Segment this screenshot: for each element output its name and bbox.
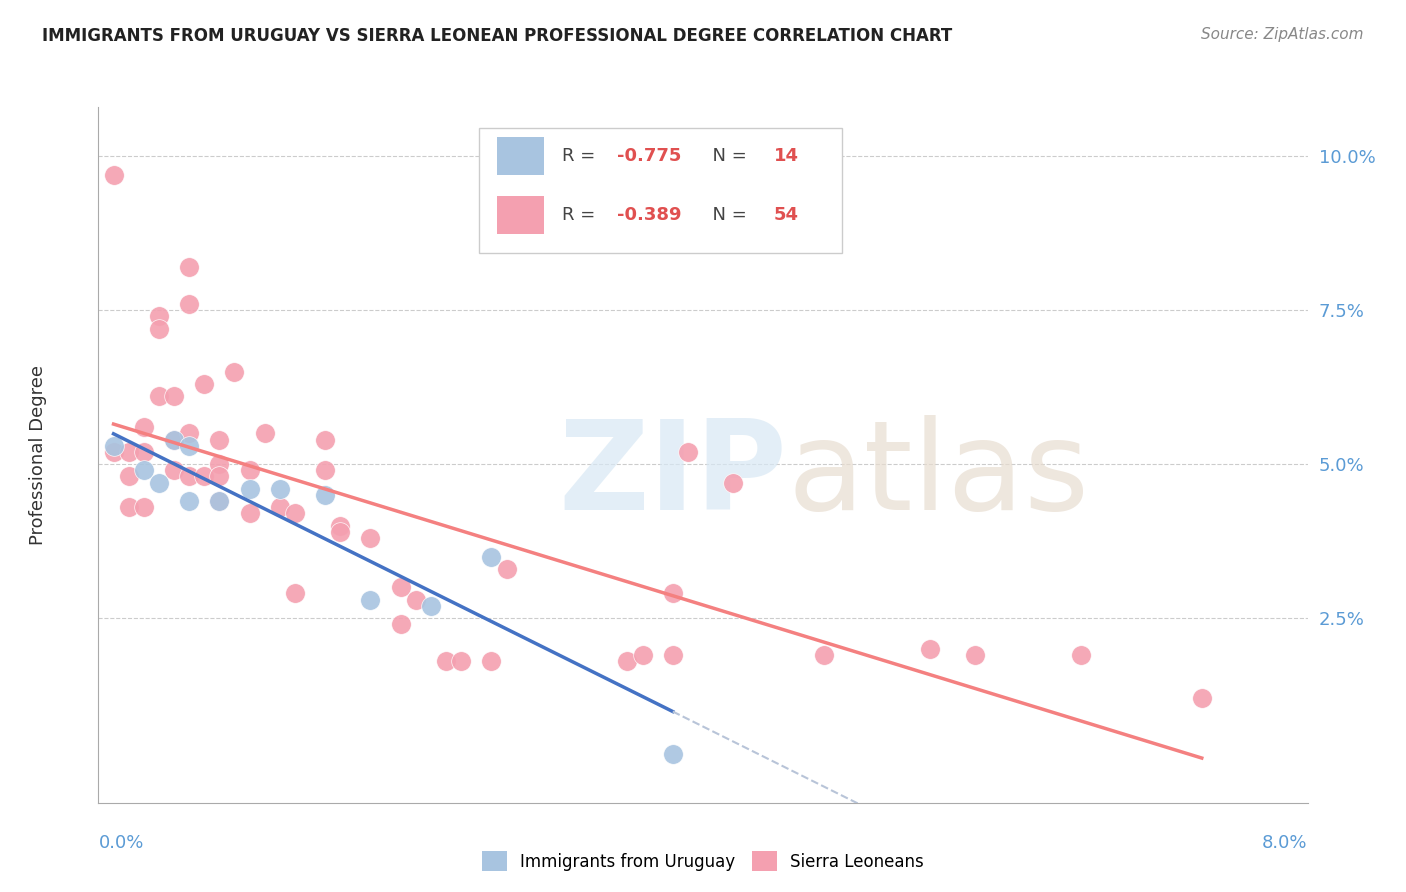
Point <box>1070 648 1092 662</box>
Point <box>148 475 170 490</box>
Point <box>269 482 291 496</box>
Point <box>360 592 382 607</box>
Text: 14: 14 <box>773 147 799 165</box>
Point <box>239 463 262 477</box>
Point <box>118 500 141 515</box>
Point <box>662 586 685 600</box>
Point <box>179 439 201 453</box>
Point <box>163 433 186 447</box>
Point <box>329 518 352 533</box>
Point <box>314 463 336 477</box>
Point <box>148 321 170 335</box>
Text: Source: ZipAtlas.com: Source: ZipAtlas.com <box>1201 27 1364 42</box>
Point <box>662 747 685 761</box>
Text: atlas: atlas <box>787 416 1090 536</box>
Text: -0.389: -0.389 <box>617 206 681 224</box>
Point <box>118 469 141 483</box>
Text: N =: N = <box>702 206 752 224</box>
Point <box>179 426 201 441</box>
Point <box>179 260 201 274</box>
Point <box>314 433 336 447</box>
Text: 8.0%: 8.0% <box>1263 834 1308 852</box>
Point <box>103 445 125 459</box>
Point <box>148 310 170 324</box>
Point <box>481 549 503 564</box>
Text: 54: 54 <box>773 206 799 224</box>
Point <box>179 297 201 311</box>
Point <box>284 507 307 521</box>
Text: Professional Degree: Professional Degree <box>30 365 46 545</box>
Point <box>481 654 503 668</box>
Text: ZIP: ZIP <box>558 416 786 536</box>
Point <box>179 469 201 483</box>
Point <box>224 365 246 379</box>
Point <box>329 524 352 539</box>
Point <box>208 494 231 508</box>
Point <box>616 654 638 668</box>
Point <box>239 507 262 521</box>
Point <box>284 586 307 600</box>
Point <box>208 469 231 483</box>
Text: R =: R = <box>562 206 602 224</box>
Point <box>148 389 170 403</box>
Point <box>813 648 835 662</box>
Point <box>360 531 382 545</box>
Point <box>132 463 155 477</box>
Text: IMMIGRANTS FROM URUGUAY VS SIERRA LEONEAN PROFESSIONAL DEGREE CORRELATION CHART: IMMIGRANTS FROM URUGUAY VS SIERRA LEONEA… <box>42 27 952 45</box>
FancyBboxPatch shape <box>479 128 842 253</box>
Point <box>269 500 291 515</box>
Point <box>434 654 457 668</box>
Point <box>193 469 215 483</box>
Point <box>132 500 155 515</box>
Point <box>1191 691 1213 706</box>
Point <box>208 494 231 508</box>
Point <box>132 445 155 459</box>
Text: R =: R = <box>562 147 602 165</box>
Legend: Immigrants from Uruguay, Sierra Leoneans: Immigrants from Uruguay, Sierra Leoneans <box>475 845 931 878</box>
Point <box>420 599 443 613</box>
Point <box>450 654 472 668</box>
Point <box>208 457 231 471</box>
Point <box>495 562 517 576</box>
Point <box>118 445 141 459</box>
Text: N =: N = <box>702 147 752 165</box>
Point <box>163 389 186 403</box>
Point <box>389 580 412 594</box>
Point <box>253 426 276 441</box>
Point <box>389 617 412 632</box>
Point <box>179 494 201 508</box>
Point <box>163 433 186 447</box>
FancyBboxPatch shape <box>498 195 544 234</box>
Point <box>965 648 987 662</box>
Point <box>132 420 155 434</box>
Point <box>103 439 125 453</box>
Text: -0.775: -0.775 <box>617 147 681 165</box>
FancyBboxPatch shape <box>498 136 544 175</box>
Point <box>918 641 941 656</box>
Point <box>193 377 215 392</box>
Point <box>631 648 654 662</box>
Point <box>208 433 231 447</box>
Point <box>676 445 699 459</box>
Point <box>723 475 745 490</box>
Text: 0.0%: 0.0% <box>98 834 143 852</box>
Point <box>405 592 427 607</box>
Point <box>163 463 186 477</box>
Point <box>239 482 262 496</box>
Point <box>103 168 125 182</box>
Point <box>662 648 685 662</box>
Point <box>314 488 336 502</box>
